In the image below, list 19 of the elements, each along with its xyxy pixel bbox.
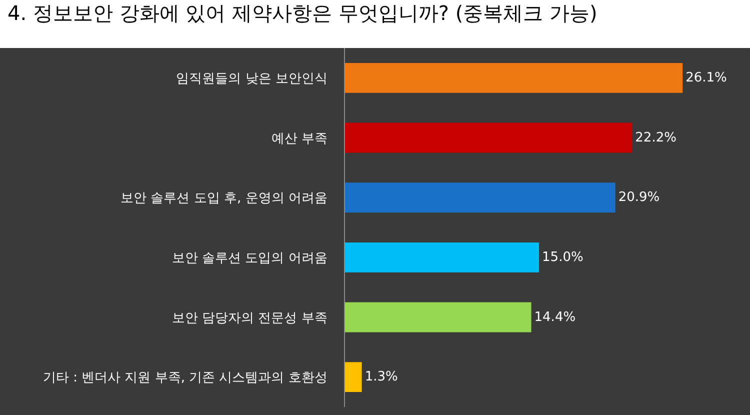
data-label: 1.3% (364, 370, 398, 385)
y-tick-label: 기타 : 벤더사 지원 부족, 기존 시스템과의 호환성 (42, 370, 328, 386)
chart-title: 4. 정보보안 강화에 있어 제약사항은 무엇입니까? (중복체크 가능) (8, 1, 598, 26)
y-tick-label: 보안 솔루션 도입 후, 운영의 어려움 (120, 191, 328, 206)
bar (345, 122, 632, 153)
bar (345, 62, 683, 93)
data-label: 26.1% (686, 70, 727, 86)
y-tick-label: 임직원들의 낮은 보안인식 (176, 71, 328, 86)
data-label: 15.0% (542, 250, 584, 265)
y-tick-label: 예산 부족 (271, 131, 328, 146)
y-tick-label: 보안 솔루션 도입의 어려움 (172, 250, 328, 266)
bar (345, 242, 540, 272)
bar (345, 182, 616, 213)
data-label: 22.2% (635, 130, 676, 146)
data-label: 20.9% (618, 190, 660, 206)
y-tick-label: 보안 담당자의 전문성 부족 (172, 310, 328, 326)
bar (345, 302, 532, 332)
data-label: 14.4% (534, 310, 576, 325)
bar (345, 362, 362, 392)
